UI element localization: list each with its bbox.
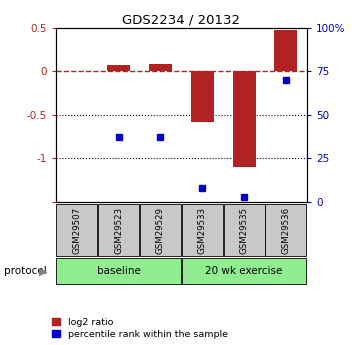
Text: ▶: ▶ (39, 266, 48, 276)
Bar (232, 71, 256, 167)
Bar (149, 64, 172, 71)
Text: GSM29523: GSM29523 (114, 207, 123, 254)
Text: GSM29535: GSM29535 (240, 207, 249, 254)
Text: GSM29533: GSM29533 (198, 207, 207, 254)
Bar (274, 30, 297, 71)
Legend: log2 ratio, percentile rank within the sample: log2 ratio, percentile rank within the s… (52, 318, 228, 338)
Text: GSM29507: GSM29507 (72, 207, 81, 254)
FancyBboxPatch shape (223, 204, 265, 256)
FancyBboxPatch shape (98, 204, 139, 256)
FancyBboxPatch shape (182, 204, 223, 256)
Text: GSM29536: GSM29536 (282, 207, 291, 254)
FancyBboxPatch shape (56, 258, 181, 284)
Bar (191, 71, 214, 122)
FancyBboxPatch shape (56, 204, 97, 256)
FancyBboxPatch shape (265, 204, 306, 256)
Text: baseline: baseline (97, 266, 141, 276)
Text: protocol: protocol (4, 266, 46, 276)
Bar (107, 65, 130, 71)
Title: GDS2234 / 20132: GDS2234 / 20132 (122, 13, 240, 27)
FancyBboxPatch shape (140, 204, 181, 256)
Text: GSM29529: GSM29529 (156, 207, 165, 254)
Text: 20 wk exercise: 20 wk exercise (205, 266, 283, 276)
FancyBboxPatch shape (182, 258, 306, 284)
